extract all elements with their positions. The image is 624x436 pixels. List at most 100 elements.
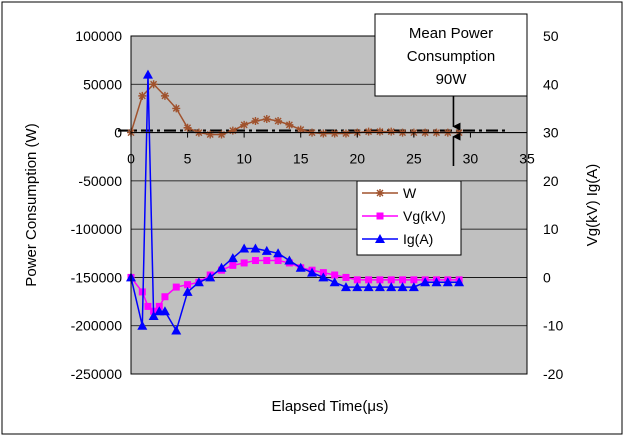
data-point (307, 267, 318, 277)
data-point (182, 286, 193, 296)
data-point (410, 276, 418, 284)
legend-marker (376, 212, 384, 220)
data-point (284, 255, 295, 265)
data-point (374, 282, 385, 292)
legend-marker (376, 189, 384, 197)
data-point (148, 311, 159, 321)
data-point (397, 282, 408, 292)
data-point (239, 243, 250, 253)
right-y-tick-label: -10 (543, 318, 563, 334)
right-y-tick-label: 0 (543, 269, 551, 285)
data-point (387, 276, 395, 284)
legend-item: Vg(kV) (362, 208, 446, 224)
data-point (149, 80, 158, 89)
data-point (341, 129, 350, 138)
data-point (144, 302, 152, 310)
x-tick-label: 25 (406, 151, 422, 167)
right-y-tick-label: 30 (543, 125, 559, 141)
data-point (206, 130, 215, 139)
left-y-tick-label: -250000 (71, 366, 123, 382)
data-point (228, 126, 237, 135)
data-point (172, 283, 180, 291)
data-point (454, 277, 465, 287)
legend-marker (375, 234, 385, 243)
data-point (387, 127, 396, 136)
left-y-tick-label: -100000 (71, 221, 123, 237)
data-point (365, 276, 373, 284)
left-y-tick-label: 100000 (75, 28, 122, 44)
data-point (329, 277, 340, 287)
legend-label: W (403, 185, 417, 201)
data-point (285, 120, 294, 129)
data-point (138, 91, 147, 100)
data-point (261, 245, 272, 255)
data-point (161, 293, 169, 301)
right-y-axis-title: Vg(kV) Ig(A) (584, 164, 601, 247)
data-point (353, 276, 361, 284)
data-point (160, 91, 169, 100)
right-y-tick-label: 40 (543, 76, 559, 92)
data-point (342, 273, 350, 281)
left-y-tick-label: 0 (114, 125, 122, 141)
mean-power-annotation: Mean Power Consumption 90W (374, 13, 528, 166)
data-point (251, 116, 260, 125)
data-point (340, 282, 351, 292)
data-point (352, 282, 363, 292)
data-point (318, 272, 329, 282)
data-point (184, 281, 192, 289)
annotation-line-1: Mean Power (409, 25, 493, 42)
series-layer (126, 69, 465, 335)
right-y-tick-label: -20 (543, 366, 563, 382)
left-y-tick-label: -200000 (71, 318, 123, 334)
data-point (376, 276, 384, 284)
data-point (159, 306, 170, 316)
data-point (408, 282, 419, 292)
data-point (273, 248, 284, 258)
data-point (274, 257, 282, 265)
data-point (274, 116, 283, 125)
left-y-tick-label: 50000 (83, 76, 122, 92)
data-point (420, 277, 431, 287)
data-point (399, 276, 407, 284)
x-tick-label: 15 (293, 151, 309, 167)
data-point (183, 123, 192, 132)
data-point (442, 277, 453, 287)
data-point (296, 125, 305, 134)
data-point (386, 282, 397, 292)
data-point (295, 262, 306, 272)
data-point (216, 262, 227, 272)
data-point (137, 320, 148, 330)
data-point (375, 127, 384, 136)
data-point (227, 253, 238, 263)
right-y-tick-label: 10 (543, 221, 559, 237)
annotation-line-2: Consumption (407, 48, 495, 65)
data-point (263, 257, 271, 265)
data-point (240, 259, 248, 267)
legend-label: Vg(kV) (403, 208, 446, 224)
data-point (331, 271, 339, 279)
left-y-tick-label: -50000 (78, 173, 122, 189)
legend-label: Ig(A) (403, 231, 433, 247)
legend: W Vg(kV) Ig(A) (356, 180, 462, 256)
data-point (205, 272, 216, 282)
data-point (262, 115, 271, 124)
annotation-box (374, 13, 528, 97)
data-point (229, 261, 237, 269)
right-y-tick-label: 50 (543, 28, 559, 44)
x-tick-label: 30 (463, 151, 479, 167)
left-y-axis-title: Power Consumption (W) (23, 123, 40, 286)
data-point (142, 69, 153, 79)
data-point (172, 104, 181, 113)
data-point (193, 277, 204, 287)
left-y-tick-label: -150000 (71, 269, 123, 285)
data-point (364, 127, 373, 136)
data-point (240, 120, 249, 129)
data-point (250, 243, 261, 253)
x-axis-title: Elapsed Time(μs) (271, 398, 388, 415)
data-point (319, 129, 328, 138)
annotation-line-3: 90W (436, 71, 468, 88)
legend-item: W (362, 185, 417, 201)
data-point (217, 130, 226, 139)
